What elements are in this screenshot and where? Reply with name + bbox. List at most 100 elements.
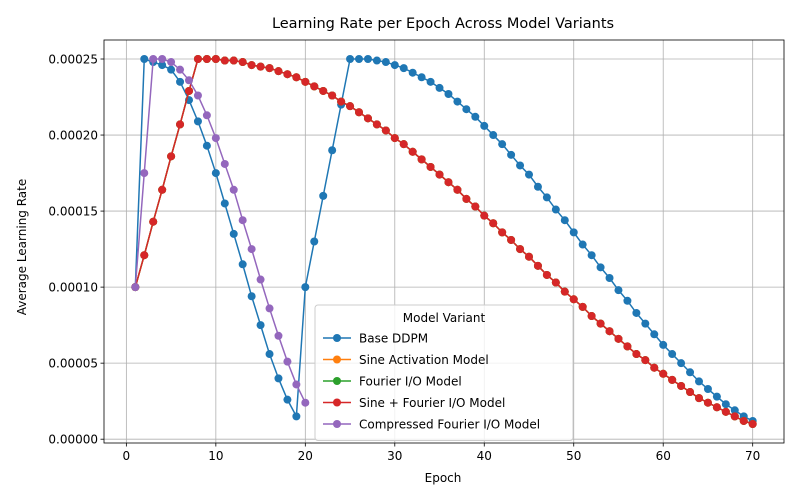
data-point: [247, 245, 256, 254]
data-point: [748, 419, 757, 428]
data-point: [256, 275, 265, 284]
data-point: [605, 274, 614, 282]
data-point: [730, 406, 739, 415]
data-point: [283, 395, 292, 404]
data-point: [211, 169, 220, 178]
legend-label: Sine Activation Model: [359, 353, 489, 367]
data-point: [229, 185, 238, 194]
data-point: [489, 219, 498, 228]
data-point: [578, 302, 587, 311]
data-point: [516, 161, 525, 170]
data-point: [202, 141, 211, 150]
x-tick-label: 60: [656, 449, 671, 463]
data-point: [453, 185, 462, 194]
data-point: [551, 205, 560, 214]
data-point: [310, 237, 319, 246]
data-point: [292, 380, 301, 389]
data-point: [381, 58, 390, 67]
legend-entry: Fourier I/O Model: [323, 374, 462, 388]
data-point: [274, 331, 283, 340]
data-point: [641, 319, 650, 328]
legend-box: [314, 304, 574, 441]
x-tick-label: 20: [298, 449, 313, 463]
legend-label: Base DDPM: [359, 331, 428, 345]
data-point: [426, 162, 435, 171]
data-point: [319, 86, 328, 95]
series-sine-fourier-i-o-model: [131, 55, 757, 428]
data-point: [525, 252, 533, 261]
data-point: [569, 295, 578, 304]
data-point: [256, 62, 265, 71]
data-point: [158, 55, 167, 64]
data-point: [229, 56, 238, 65]
data-point: [220, 159, 229, 168]
x-tick-label: 30: [387, 449, 402, 463]
data-point: [399, 64, 408, 73]
data-point: [238, 216, 247, 225]
data-point: [614, 286, 623, 295]
data-point: [650, 363, 659, 372]
data-point: [247, 292, 256, 301]
data-point: [686, 388, 695, 397]
y-tick-label: 0.00025: [48, 52, 98, 66]
data-point: [193, 55, 202, 64]
data-point: [193, 91, 202, 100]
data-point: [328, 146, 337, 155]
data-point: [739, 416, 748, 425]
data-point: [247, 61, 256, 70]
legend-entry: Compressed Fourier I/O Model: [323, 417, 540, 431]
data-point: [587, 251, 596, 260]
series-line: [134, 58, 754, 422]
data-point: [363, 114, 372, 123]
data-point: [498, 228, 507, 237]
axis-ticks: 0 10 20 30 40 50 60 70 0.00000 0.00005 0.00010 0.00…: [48, 52, 760, 463]
data-point: [211, 55, 220, 64]
data-point: [605, 327, 614, 336]
data-point: [533, 261, 542, 270]
data-point: [167, 152, 176, 161]
data-point: [462, 194, 471, 203]
data-point: [355, 55, 363, 64]
data-point: [238, 260, 247, 269]
data-point: [158, 185, 167, 194]
legend-marker: [333, 355, 341, 364]
data-point: [533, 182, 542, 191]
data-point: [301, 77, 310, 86]
data-point: [462, 105, 471, 114]
data-point: [659, 369, 668, 378]
data-point: [185, 86, 193, 95]
series-line: [134, 58, 753, 425]
data-point: [632, 308, 641, 317]
data-point: [202, 55, 211, 64]
y-tick-label: 0.00015: [48, 204, 98, 218]
data-point: [301, 283, 310, 292]
data-point: [372, 120, 381, 129]
data-point: [623, 296, 632, 305]
data-point: [578, 240, 587, 249]
data-point: [551, 278, 560, 287]
data-point: [256, 321, 265, 330]
data-point: [560, 287, 569, 296]
data-point: [346, 102, 355, 111]
data-point: [668, 375, 677, 384]
data-point: [381, 126, 390, 135]
data-point: [140, 251, 149, 260]
data-point: [703, 398, 712, 407]
legend-marker: [333, 420, 341, 428]
data-point: [292, 412, 301, 421]
data-point: [220, 199, 229, 208]
data-point: [283, 357, 292, 366]
data-point: [471, 112, 480, 121]
data-point: [480, 211, 489, 220]
data-point: [498, 140, 507, 149]
x-tick-label: 10: [208, 449, 223, 463]
data-point: [444, 178, 453, 187]
data-point: [158, 61, 167, 70]
data-point: [176, 120, 185, 129]
data-point: [319, 191, 328, 200]
data-point: [408, 147, 417, 156]
data-point: [712, 403, 721, 412]
data-point: [444, 89, 453, 98]
data-point: [328, 91, 337, 100]
